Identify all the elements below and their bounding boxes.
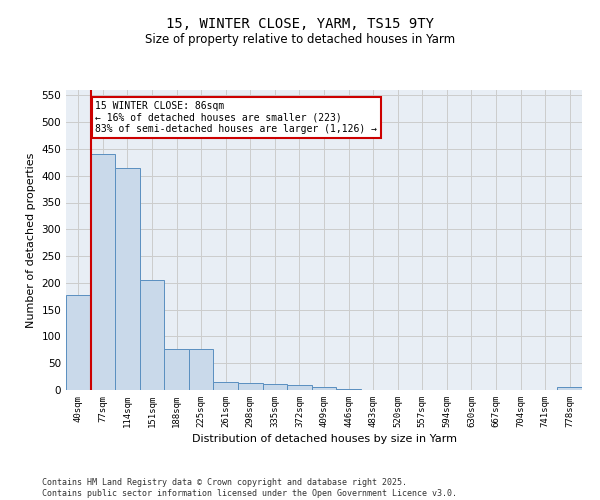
Text: 15 WINTER CLOSE: 86sqm
← 16% of detached houses are smaller (223)
83% of semi-de: 15 WINTER CLOSE: 86sqm ← 16% of detached… bbox=[95, 100, 377, 134]
Bar bbox=[214, 382, 238, 390]
Bar bbox=[263, 384, 287, 390]
Bar bbox=[238, 383, 263, 390]
Bar bbox=[140, 280, 164, 390]
X-axis label: Distribution of detached houses by size in Yarm: Distribution of detached houses by size … bbox=[191, 434, 457, 444]
Bar bbox=[189, 349, 214, 390]
Text: 15, WINTER CLOSE, YARM, TS15 9TY: 15, WINTER CLOSE, YARM, TS15 9TY bbox=[166, 18, 434, 32]
Bar bbox=[66, 294, 91, 390]
Bar bbox=[557, 388, 582, 390]
Bar bbox=[91, 154, 115, 390]
Bar bbox=[312, 388, 336, 390]
Bar bbox=[287, 385, 312, 390]
Text: Size of property relative to detached houses in Yarm: Size of property relative to detached ho… bbox=[145, 32, 455, 46]
Bar bbox=[164, 349, 189, 390]
Bar bbox=[115, 168, 140, 390]
Text: Contains HM Land Registry data © Crown copyright and database right 2025.
Contai: Contains HM Land Registry data © Crown c… bbox=[42, 478, 457, 498]
Bar bbox=[336, 389, 361, 390]
Y-axis label: Number of detached properties: Number of detached properties bbox=[26, 152, 36, 328]
